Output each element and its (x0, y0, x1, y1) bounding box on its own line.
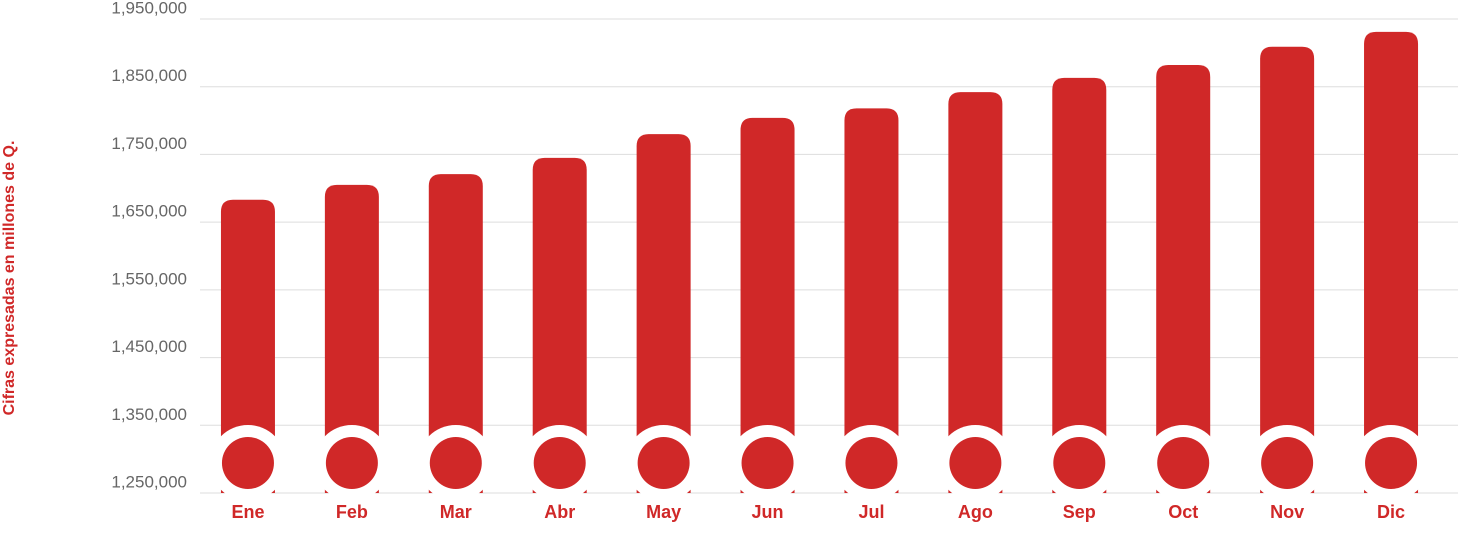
bar (740, 117, 795, 493)
bar-base (1157, 437, 1210, 489)
bar (844, 108, 899, 493)
bar (636, 134, 691, 493)
bar-base (221, 437, 274, 489)
x-tick-label: Abr (544, 502, 575, 522)
x-tick-label: Ene (231, 502, 264, 522)
y-tick-label: 1,650,000 (111, 202, 187, 221)
x-tick-label: Jul (858, 502, 884, 522)
x-tick-label: Oct (1168, 502, 1198, 522)
x-tick-label: Sep (1063, 502, 1096, 522)
x-tick-label: Ago (958, 502, 993, 522)
bar (948, 92, 1003, 493)
bar-base (325, 437, 378, 489)
bar (220, 199, 275, 493)
bar-base (429, 437, 482, 489)
bar (1260, 46, 1315, 494)
y-tick-label: 1,850,000 (111, 66, 187, 85)
x-tick-label: Nov (1270, 502, 1304, 522)
y-tick-label: 1,550,000 (111, 269, 187, 288)
bar-base (741, 437, 794, 489)
bar (532, 157, 587, 494)
bar-base (949, 437, 1002, 489)
y-tick-label: 1,750,000 (111, 134, 187, 153)
bar-base (533, 437, 586, 489)
bar-base (1053, 437, 1106, 489)
bar-base (637, 437, 690, 489)
x-tick-label: Mar (440, 502, 472, 522)
y-axis-label: Cifras expresadas en millones de Q. (1, 141, 18, 416)
bar (1364, 31, 1419, 493)
bar-base (1261, 437, 1314, 489)
y-tick-label: 1,450,000 (111, 337, 187, 356)
bar (428, 174, 483, 493)
bar (1156, 65, 1211, 493)
y-tick-label: 1,950,000 (111, 0, 187, 17)
y-tick-label: 1,350,000 (111, 405, 187, 424)
bar (324, 184, 379, 493)
bar-base (845, 437, 898, 489)
bar-base (1365, 437, 1418, 489)
y-tick-label: 1,250,000 (111, 472, 187, 491)
x-tick-label: May (646, 502, 681, 522)
x-tick-label: Jun (752, 502, 784, 522)
x-tick-label: Dic (1377, 502, 1405, 522)
x-tick-label: Feb (336, 502, 368, 522)
bar (1052, 77, 1107, 493)
